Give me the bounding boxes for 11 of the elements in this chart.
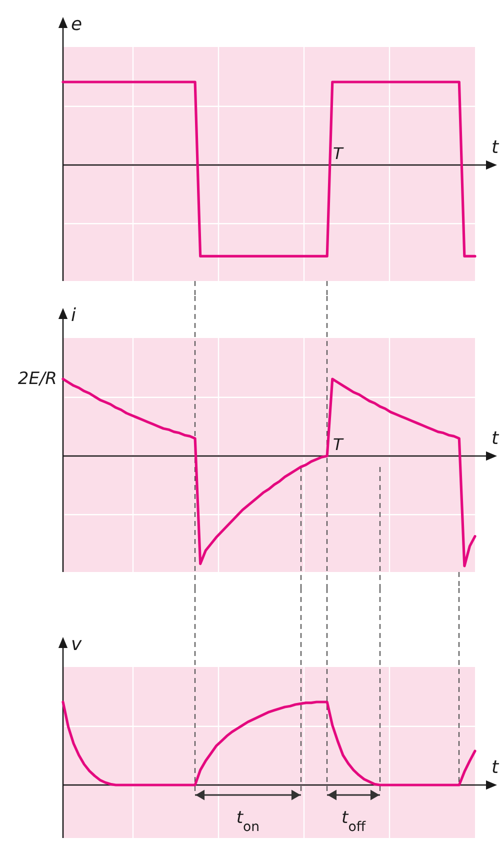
x-axis-title: t — [491, 757, 500, 778]
x-axis-title: t — [491, 428, 500, 449]
text: t$_{on}$ — [236, 808, 260, 834]
x-axis-title: t — [491, 137, 500, 158]
y-axis-title: v — [71, 634, 82, 655]
text: t$_{off}$ — [342, 808, 366, 834]
annotation: T — [333, 435, 344, 454]
y-axis-title: e — [71, 14, 82, 35]
annotation: T — [333, 144, 344, 163]
y-axis-title: i — [71, 305, 76, 326]
text: 2E/R — [18, 369, 57, 389]
